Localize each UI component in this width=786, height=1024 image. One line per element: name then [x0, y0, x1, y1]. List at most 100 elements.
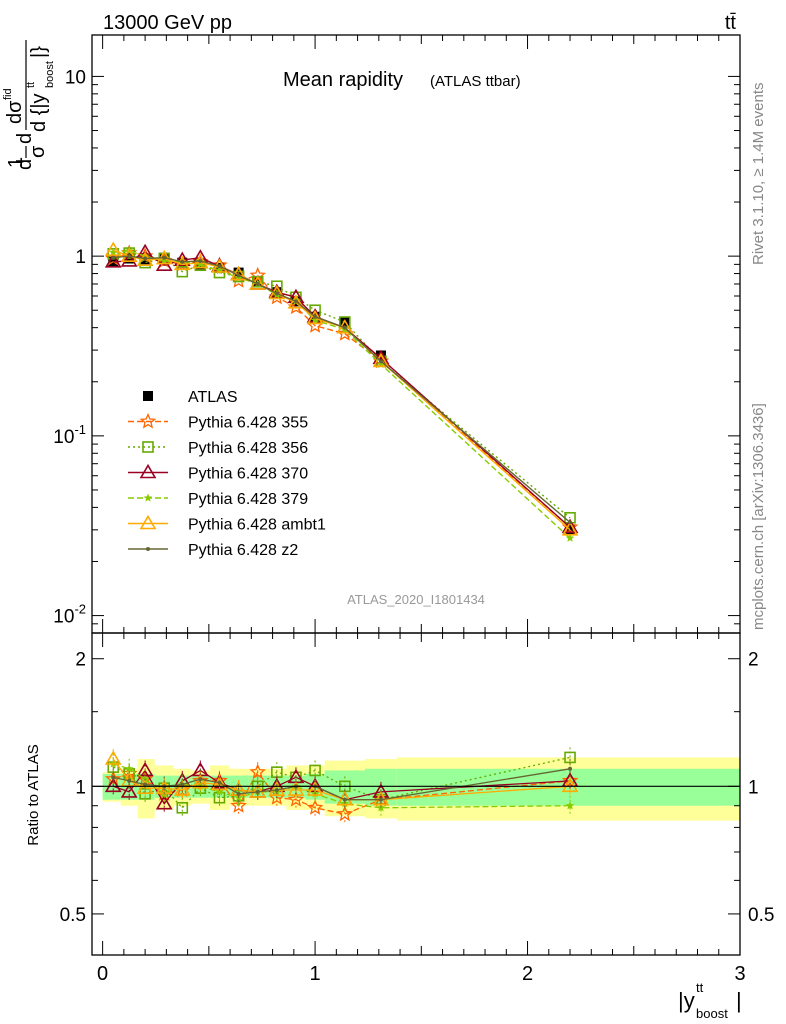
ratio-point — [255, 789, 260, 794]
data-point — [310, 315, 320, 324]
series-line — [112, 252, 571, 528]
data-point — [104, 253, 122, 268]
main-series-layer — [104, 241, 579, 542]
svg-text:σ: σ — [27, 145, 49, 158]
chart-title: Mean rapidity — [283, 69, 403, 91]
ratio-point — [143, 782, 148, 787]
ratio-point — [120, 783, 138, 798]
data-point — [120, 252, 138, 267]
ratio-point — [124, 764, 134, 773]
ratio-point — [287, 781, 305, 796]
data-point — [127, 254, 132, 259]
x-axis-label: |y tt boost | — [678, 980, 742, 1021]
y-tick-label: 10 — [65, 67, 86, 88]
ratio-y-label: Ratio to ATLAS — [25, 744, 42, 845]
data-point — [236, 273, 241, 278]
series-0 — [108, 252, 576, 535]
x-tick-label: 0 — [97, 963, 108, 985]
ratio-point — [104, 777, 122, 793]
energy-label: 13000 GeV pp — [103, 12, 232, 34]
legend: ATLAS Pythia 6.428 355 Pythia 6.428 356 Pyt… — [128, 389, 326, 559]
data-point — [565, 533, 575, 542]
ratio-point — [217, 780, 222, 785]
y-tick-label: 10-2 — [53, 602, 86, 628]
analysis-watermark: ATLAS_2020_I1801434 — [347, 592, 485, 607]
data-point — [162, 255, 167, 260]
ratio-point — [287, 791, 305, 807]
ratio-point — [230, 796, 247, 813]
data-point — [109, 247, 118, 256]
svg-text:fid: fid — [2, 88, 14, 100]
series-3 — [104, 243, 579, 534]
data-point — [120, 247, 138, 262]
ratio-point — [309, 764, 321, 777]
data-point — [217, 264, 222, 269]
ratio-point — [173, 781, 191, 796]
y-tick-label: 10-1 — [53, 422, 86, 448]
ratio-point — [127, 778, 132, 783]
data-point — [342, 325, 347, 330]
axes-layer: 10-2 10-1 1 10 0.5 0.5 1 1 2 2 0 1 2 3 — [53, 34, 774, 985]
svg-text:|y: |y — [678, 988, 695, 1013]
legend-marker — [139, 412, 157, 429]
ratio-y-tick-label-right: 2 — [748, 650, 759, 671]
ratio-point — [136, 779, 154, 794]
series-line — [113, 251, 571, 528]
data-point — [136, 251, 154, 266]
svg-text:d {|y: d {|y — [28, 93, 50, 132]
ratio-point — [104, 750, 122, 765]
series-line — [112, 249, 571, 531]
legend-label: ATLAS — [188, 389, 238, 406]
x-tick-label: 2 — [522, 963, 533, 985]
ratio-frame — [91, 632, 741, 956]
ratio-point — [306, 799, 324, 815]
svg-text:boost: boost — [696, 1006, 728, 1021]
series-6 — [111, 254, 573, 525]
main-y-axis-label: d 1 σ d dσ fid d {|y tt boost |} — [2, 40, 56, 170]
legend-label: Pythia 6.428 370 — [188, 466, 308, 483]
ratio-point — [249, 763, 267, 780]
ratio-point — [336, 805, 354, 822]
svg-text:|}: |} — [28, 46, 50, 58]
data-point — [255, 281, 260, 286]
series-2 — [107, 247, 576, 524]
ratio-point — [198, 777, 203, 782]
legend-label: Pythia 6.428 355 — [188, 415, 308, 432]
svg-text:dσ: dσ — [4, 100, 26, 124]
data-point — [173, 255, 191, 271]
svg-text:boost: boost — [44, 61, 56, 88]
ratio-y-tick-label-right: 1 — [748, 777, 759, 798]
legend-label: Pythia 6.428 z2 — [188, 542, 298, 559]
series-1 — [104, 244, 579, 535]
data-point — [561, 521, 579, 536]
ratio-point — [111, 775, 116, 780]
data-point — [293, 299, 298, 304]
ratio-point — [342, 797, 347, 802]
x-tick-label: 1 — [310, 963, 321, 985]
data-point — [568, 520, 573, 525]
data-point — [274, 291, 279, 296]
data-point — [372, 352, 390, 368]
svg-text:tt: tt — [25, 82, 37, 88]
ratio-point — [191, 774, 209, 789]
svg-text:1: 1 — [5, 157, 27, 168]
ratio-y-tick-label: 0.5 — [60, 905, 86, 926]
ratio-point — [180, 782, 185, 787]
legend-marker — [143, 493, 153, 502]
ratio-y-tick-label-right: 0.5 — [748, 905, 774, 926]
data-point — [287, 294, 305, 309]
ratio-series-layer — [104, 747, 579, 825]
legend-marker — [139, 514, 157, 530]
legend-label: Pythia 6.428 356 — [188, 440, 308, 457]
legend-marker — [139, 463, 157, 479]
ratio-point — [155, 795, 173, 810]
y-tick-label: 1 — [75, 247, 86, 268]
ratio-point — [564, 751, 576, 764]
svg-text:|: | — [736, 988, 742, 1013]
series-line — [113, 255, 571, 523]
ratio-point — [274, 788, 279, 793]
x-tick-label: 3 — [734, 963, 745, 985]
legend-label: Pythia 6.428 ambt1 — [188, 517, 326, 534]
process-label: tt̄ — [725, 12, 737, 34]
ratio-point — [236, 791, 241, 796]
